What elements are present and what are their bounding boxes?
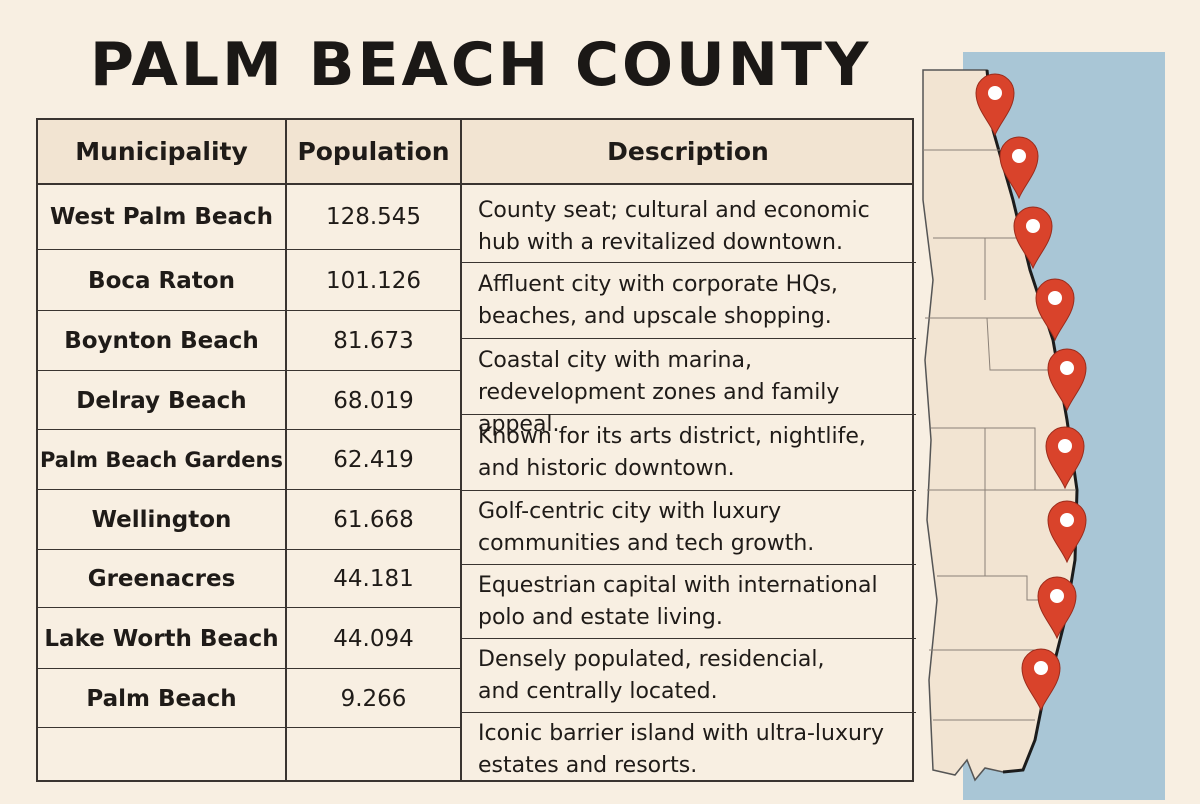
table-row-name: Lake Worth Beach xyxy=(44,625,279,652)
map-pin-icon xyxy=(1021,648,1061,712)
municipality-table: Municipality Population Description West… xyxy=(36,118,916,782)
county-map-graphic xyxy=(922,52,1165,800)
table-row-name: Boynton Beach xyxy=(64,328,259,354)
header-description: Description xyxy=(607,137,769,166)
map-pin-icon xyxy=(1037,576,1077,640)
table-row-population: 61.668 xyxy=(333,507,414,533)
table-row-description: Affluent city with corporate HQs, beaches… xyxy=(478,272,838,329)
table-header xyxy=(38,120,912,185)
table-row-name xyxy=(38,729,285,782)
map-pin-icon xyxy=(1013,206,1053,270)
table-row-description: Golf-centric city with luxury communities… xyxy=(478,499,815,556)
table-row-description: County seat; cultural and economic hub wi… xyxy=(478,198,870,255)
table-row-name: Boca Raton xyxy=(88,267,235,294)
table-row-population xyxy=(287,729,460,782)
table-row-name: Wellington xyxy=(91,507,232,533)
table-row-description: Coastal city with marina, redevelopment z… xyxy=(478,348,840,437)
table-row-name: Palm Beach Gardens xyxy=(39,448,283,472)
header-municipality: Municipality xyxy=(75,137,248,166)
table-row-description: Known for its arts district, nightlife, a… xyxy=(478,424,866,481)
table-row-name: Delray Beach xyxy=(76,387,247,414)
map-pin-icon xyxy=(1047,348,1087,412)
table-row-population: 128.545 xyxy=(325,204,422,230)
table-row-description: Equestrian capital with international pol… xyxy=(478,573,878,630)
map-pin-icon xyxy=(975,73,1015,137)
map-pin-icon xyxy=(1045,426,1085,490)
page-title: PALM BEACH COUNTY xyxy=(90,30,872,100)
table-row-description: Iconic barrier island with ultra-luxury e… xyxy=(478,721,884,778)
table-row-description: Densely populated, residencial, and centr… xyxy=(478,647,825,704)
table-row-population: 9.266 xyxy=(340,685,407,712)
table-row-population: 44.181 xyxy=(333,566,414,592)
table-row-population: 62.419 xyxy=(333,447,414,473)
county-map xyxy=(915,40,1200,800)
table-row-name: Palm Beach xyxy=(86,685,237,712)
map-pin-icon xyxy=(1047,500,1087,564)
table-row-population: 81.673 xyxy=(333,328,414,354)
map-pin-icon xyxy=(999,136,1039,200)
table-row-population: 68.019 xyxy=(333,387,414,414)
map-pins xyxy=(975,73,1087,712)
header-population: Population xyxy=(297,137,450,166)
table-row-population: 101.126 xyxy=(325,267,422,294)
table-row-name: Greenacres xyxy=(87,566,236,592)
table-row-population: 44.094 xyxy=(333,625,414,652)
table-row-name: West Palm Beach xyxy=(49,204,274,230)
map-pin-icon xyxy=(1035,278,1075,342)
